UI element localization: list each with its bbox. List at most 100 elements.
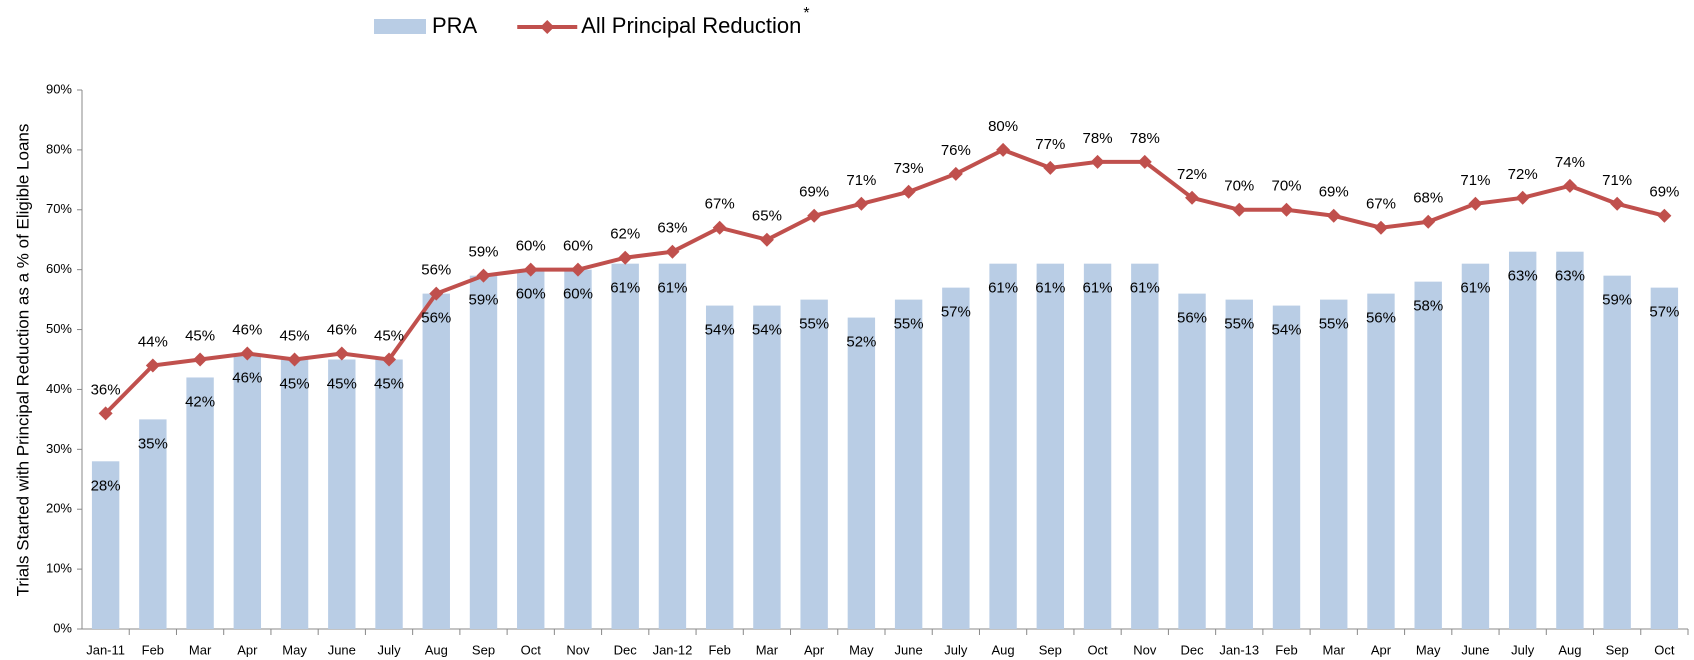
data-label: 70% — [1271, 178, 1301, 195]
x-tick-label: Sep — [1606, 642, 1629, 657]
data-label: 52% — [846, 334, 876, 351]
marker — [1043, 160, 1058, 175]
data-label: 61% — [1083, 280, 1113, 297]
bar — [800, 299, 828, 629]
marker — [759, 232, 774, 247]
legend-label: PRA — [432, 13, 478, 38]
marker — [334, 346, 349, 361]
marker — [570, 262, 585, 277]
data-label: 57% — [941, 304, 971, 321]
legend-label: All Principal Reduction — [581, 13, 801, 38]
marker — [1090, 154, 1105, 169]
data-label: 56% — [1177, 310, 1207, 327]
data-label: 68% — [1413, 190, 1443, 207]
marker — [98, 406, 113, 421]
data-label: 45% — [374, 375, 404, 392]
data-label: 74% — [1555, 154, 1585, 171]
marker — [948, 166, 963, 181]
x-tick-label: Feb — [1275, 642, 1297, 657]
marker — [712, 220, 727, 235]
legend-swatch — [374, 19, 426, 34]
data-label: 55% — [1224, 316, 1254, 333]
x-tick-label: Jan-13 — [1219, 642, 1259, 657]
bar — [564, 269, 592, 629]
data-label: 78% — [1083, 130, 1113, 147]
data-label: 70% — [1224, 178, 1254, 195]
x-tick-label: July — [944, 642, 968, 657]
y-axis-label: Trials Started with Principal Reduction … — [13, 124, 32, 597]
marker — [854, 196, 869, 211]
y-tick-label: 10% — [46, 561, 72, 576]
data-label: 59% — [468, 244, 498, 261]
bar — [989, 263, 1017, 629]
marker — [429, 286, 444, 301]
data-label: 69% — [1649, 184, 1679, 201]
data-label: 44% — [138, 333, 168, 350]
data-label: 45% — [185, 327, 215, 344]
x-tick-label: Mar — [189, 642, 212, 657]
marker — [1326, 208, 1341, 223]
x-tick-label: Apr — [237, 642, 258, 657]
marker — [1562, 178, 1577, 193]
x-tick-label: May — [849, 642, 874, 657]
data-label: 46% — [327, 321, 357, 338]
bar — [1556, 251, 1584, 629]
bar — [894, 299, 923, 629]
marker — [523, 262, 538, 277]
data-label: 59% — [1602, 292, 1632, 309]
marker — [382, 352, 397, 367]
y-tick-label: 50% — [46, 321, 72, 336]
bar — [375, 359, 403, 629]
data-label: 45% — [280, 327, 310, 344]
data-label: 45% — [280, 375, 310, 392]
bar — [1367, 293, 1395, 629]
marker — [996, 142, 1011, 157]
x-tick-label: June — [1461, 642, 1489, 657]
x-tick-label: Oct — [1654, 642, 1675, 657]
data-label: 72% — [1508, 166, 1538, 183]
marker — [1232, 202, 1247, 217]
x-tick-label: Aug — [992, 642, 1015, 657]
data-label: 63% — [1555, 268, 1585, 285]
data-label: 76% — [941, 142, 971, 159]
data-label: 60% — [516, 286, 546, 303]
data-label: 57% — [1649, 304, 1679, 321]
marker — [1137, 154, 1152, 169]
data-label: 63% — [1508, 268, 1538, 285]
y-tick-label: 40% — [46, 381, 72, 396]
bar — [1650, 287, 1679, 629]
data-label: 72% — [1177, 166, 1207, 183]
bar — [1131, 263, 1159, 629]
data-label: 46% — [232, 321, 262, 338]
bar — [705, 305, 734, 629]
bar — [1083, 263, 1112, 629]
data-label: 59% — [468, 292, 498, 309]
x-tick-label: May — [282, 642, 307, 657]
data-label: 46% — [232, 369, 262, 386]
data-label: 62% — [610, 226, 640, 243]
x-tick-label: July — [1511, 642, 1535, 657]
x-tick-label: Sep — [472, 642, 495, 657]
bar — [611, 263, 639, 629]
bar — [753, 305, 781, 629]
x-tick-label: Jan-12 — [653, 642, 693, 657]
data-label: 56% — [1366, 310, 1396, 327]
data-label: 55% — [1319, 316, 1349, 333]
data-label: 69% — [799, 184, 829, 201]
data-label: 71% — [1460, 172, 1490, 189]
data-label: 54% — [1271, 322, 1301, 339]
data-label: 55% — [799, 316, 829, 333]
y-tick-label: 90% — [46, 81, 72, 96]
marker — [1279, 202, 1294, 217]
data-label: 69% — [1319, 184, 1349, 201]
bar — [847, 317, 876, 629]
data-label: 42% — [185, 393, 215, 410]
data-label: 61% — [1460, 280, 1490, 297]
bar — [1272, 305, 1301, 629]
marker — [1468, 196, 1483, 211]
data-label: 60% — [516, 238, 546, 255]
y-tick-label: 0% — [53, 620, 72, 635]
x-tick-label: Dec — [1180, 642, 1204, 657]
x-tick-label: Jan-11 — [86, 642, 125, 657]
